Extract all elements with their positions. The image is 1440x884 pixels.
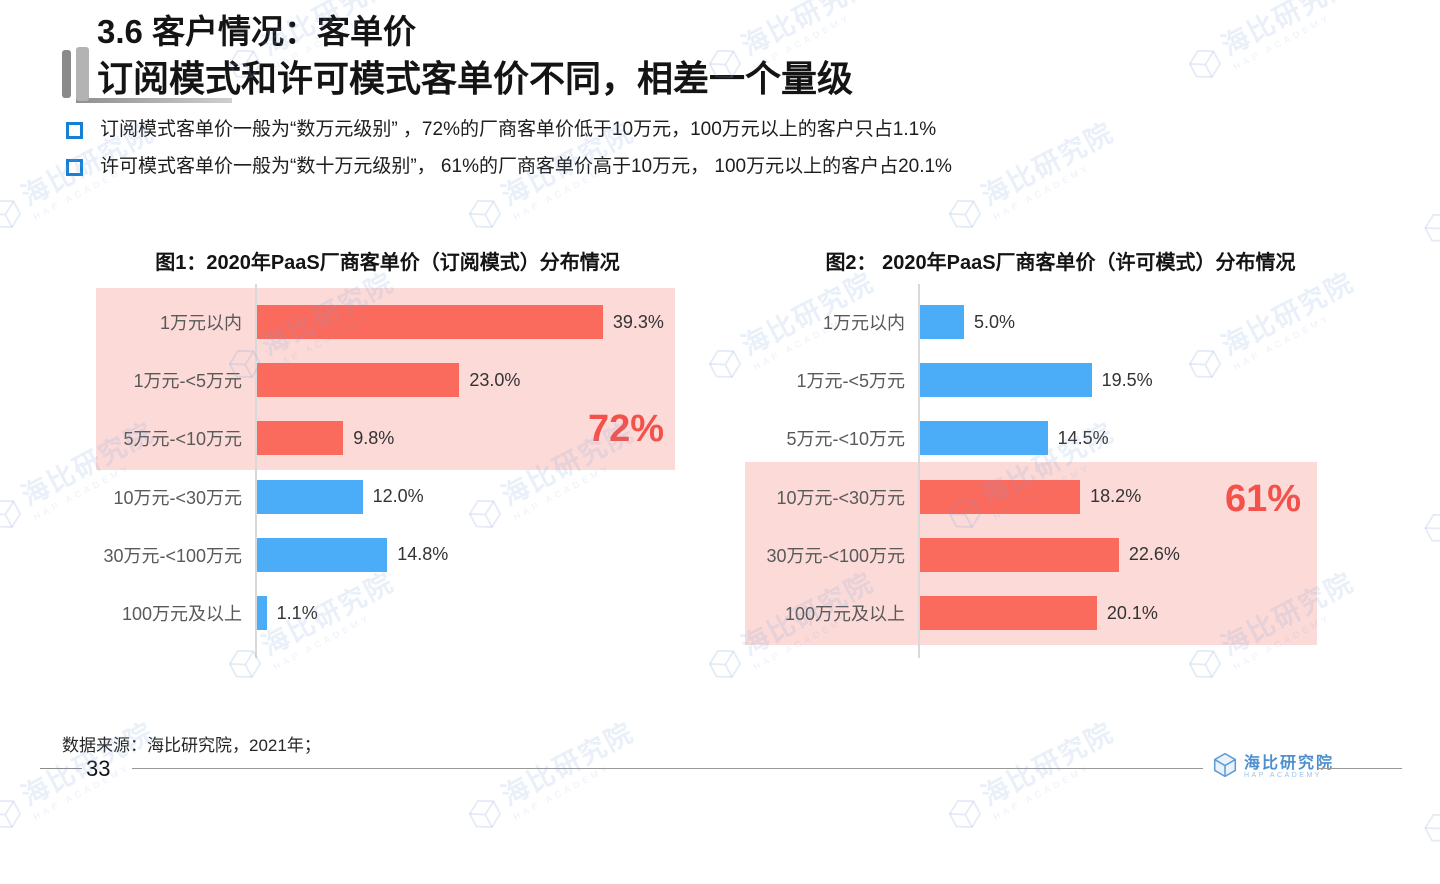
category-label: 5万元-<10万元: [786, 429, 905, 450]
category-label: 1万元-<5万元: [133, 371, 242, 392]
chart-subscription-model: 图1：2020年PaaS厂商客单价（订阅模式）分布情况 1万元以内 39.3% 1万…: [95, 250, 680, 658]
slide: 3.6 客户情况：客单价 订阅模式和许可模式客单价不同，相差一个量级 订阅模式客…: [40, 13, 1402, 783]
value-label: 23.0%: [469, 369, 521, 390]
bar-row: 100万元及以上 1.1%: [95, 596, 318, 630]
category-label: 10万元-<30万元: [776, 487, 905, 508]
title-underline: [76, 98, 232, 103]
value-label: 12.0%: [372, 486, 424, 507]
value-label: 19.5%: [1101, 369, 1153, 390]
bar: [257, 479, 363, 514]
bar: [257, 363, 460, 398]
bar-row: 10万元-<30万元 12.0%: [95, 479, 424, 514]
bar: [257, 421, 344, 456]
bullet-text: 许可模式客单价一般为“数十万元级别”， 61%的厂商客单价高于10万元， 100…: [100, 156, 952, 177]
category-label: 1万元-<5万元: [796, 371, 905, 392]
bullet-square-icon: [66, 159, 83, 176]
bar-row: 30万元-<100万元 22.6%: [745, 537, 1180, 572]
bar-rows: 1万元以内 5.0% 1万元-<5万元 19.5% 5万元-<10万元 14.5% 10万元…: [745, 290, 1330, 658]
bar-row: 100万元及以上 20.1%: [745, 596, 1158, 630]
bar-row: 1万元-<5万元 19.5%: [745, 363, 1153, 398]
chart-title: 图1：2020年PaaS厂商客单价（订阅模式）分布情况: [155, 252, 620, 274]
bar: [920, 363, 1092, 398]
value-label: 9.8%: [353, 427, 395, 448]
bar: [920, 479, 1081, 514]
category-label: 30万元-<100万元: [766, 545, 905, 566]
bar: [920, 421, 1048, 456]
bar-row: 5万元-<10万元 14.5%: [745, 421, 1109, 456]
page-number: 33: [86, 756, 111, 781]
footer-divider: [132, 768, 1203, 769]
category-label: 5万元-<10万元: [123, 429, 242, 450]
bar: [920, 537, 1119, 572]
bar-row: 1万元-<5万元 23.0%: [95, 363, 521, 398]
title-accent-bar: [76, 47, 89, 101]
bar-row: 10万元-<30万元 18.2%: [745, 479, 1142, 514]
highlight-total-label: 72%: [588, 408, 665, 450]
bar-row: 5万元-<10万元 9.8%: [95, 421, 395, 456]
category-label: 30万元-<100万元: [103, 545, 242, 566]
bar-row: 1万元以内 5.0%: [745, 305, 1015, 339]
highlight-total-label: 61%: [1225, 478, 1302, 520]
brand-logo: 海比研究院 HAP ACADEMY: [1212, 752, 1334, 783]
chart-title: 图2： 2020年PaaS厂商客单价（许可模式）分布情况: [825, 252, 1296, 274]
category-label: 100万元及以上: [784, 604, 905, 624]
axis-line: [255, 284, 257, 658]
category-label: 1万元以内: [822, 313, 905, 333]
logo-text: 海比研究院: [1244, 754, 1335, 772]
bar-row: 1万元以内 39.3%: [95, 305, 664, 339]
chart-license-model: 图2： 2020年PaaS厂商客单价（许可模式）分布情况 1万元以内 5.0% 1万…: [745, 250, 1330, 658]
value-label: 14.5%: [1057, 427, 1109, 448]
category-label: 100万元及以上: [121, 604, 242, 624]
bar-rows: 1万元以内 39.3% 1万元-<5万元 23.0% 5万元-<10万元 9.8% 10万元…: [95, 290, 680, 658]
axis-line: [918, 284, 920, 658]
value-label: 14.8%: [397, 544, 449, 565]
chart-plot: 1万元以内 39.3% 1万元-<5万元 23.0% 5万元-<10万元 9.8% 10万元…: [95, 284, 680, 658]
data-source-note: 数据来源：海比研究院，2021年；: [62, 736, 321, 755]
value-label: 20.1%: [1106, 602, 1158, 623]
bullet-item: 订阅模式客单价一般为“数万元级别” ，72%的厂商客单价低于10万元，100万元…: [66, 119, 936, 141]
footer-divider: [1318, 768, 1402, 769]
page-subtitle: 订阅模式和许可模式客单价不同，相差一个量级: [97, 58, 854, 99]
bullet-text: 订阅模式客单价一般为“数万元级别” ，72%的厂商客单价低于10万元，100万元…: [100, 119, 937, 140]
category-label: 1万元以内: [159, 313, 242, 333]
bar: [920, 596, 1097, 630]
watermark-cube-icon: [1417, 805, 1440, 855]
value-label: 39.3%: [612, 311, 664, 332]
bullet-square-icon: [66, 122, 83, 139]
value-label: 22.6%: [1128, 544, 1180, 565]
bullet-item: 许可模式客单价一般为“数十万元级别”， 61%的厂商客单价高于10万元， 100…: [66, 156, 952, 178]
chart-plot: 1万元以内 5.0% 1万元-<5万元 19.5% 5万元-<10万元 14.5% 10万元…: [745, 284, 1330, 658]
cube-logo-icon: [1212, 752, 1238, 783]
page-title: 3.6 客户情况：客单价: [97, 13, 417, 50]
bar: [920, 305, 964, 339]
bar: [257, 305, 603, 339]
value-label: 5.0%: [974, 311, 1016, 332]
bar: [257, 596, 267, 630]
footer-divider: [40, 768, 82, 769]
bar-row: 30万元-<100万元 14.8%: [95, 537, 449, 572]
value-label: 1.1%: [276, 602, 318, 623]
value-label: 18.2%: [1090, 486, 1142, 507]
logo-subtext: HAP ACADEMY: [1244, 772, 1322, 780]
category-label: 10万元-<30万元: [113, 487, 242, 508]
title-accent-bar: [62, 50, 71, 98]
bar: [257, 537, 388, 572]
